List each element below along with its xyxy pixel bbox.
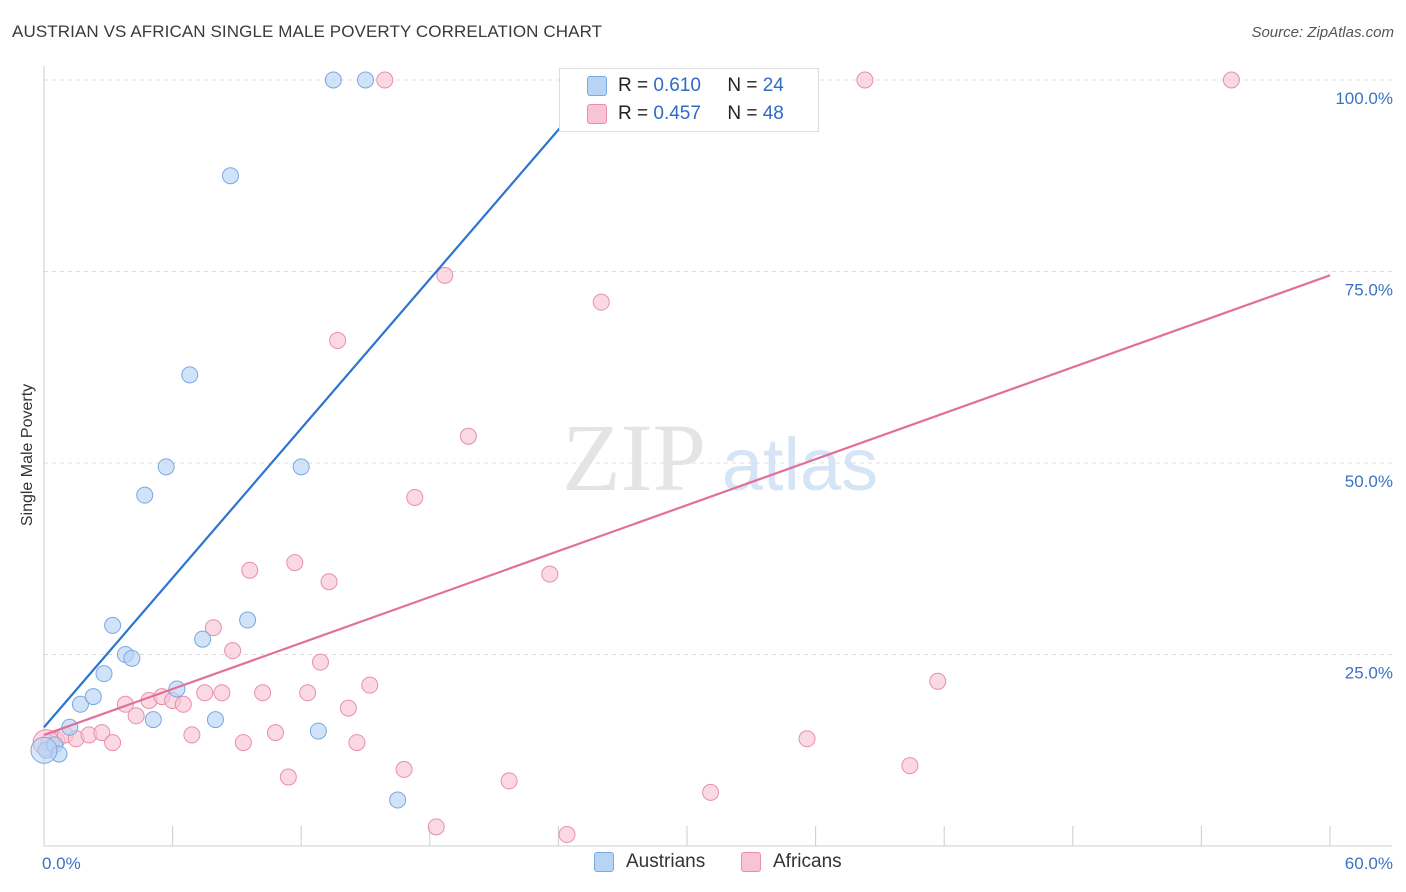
african-point [500,772,518,790]
african-point [339,699,357,717]
x-tick-label-min: 0.0% [42,854,81,873]
africans-n-label: N = [727,103,763,124]
african-point [541,565,559,583]
african-point [406,488,424,506]
african-point [376,71,394,89]
africans-n-value: 48 [762,103,784,124]
african-point [286,554,304,572]
watermark: ZIP atlas [562,404,878,511]
austrians-r-label: R = [618,75,654,96]
african-point [592,293,610,311]
legend-austrians-swatch [594,852,614,872]
legend-africans-label: Africans [773,851,842,872]
legend-austrians-label: Austrians [626,851,706,872]
african-point [183,726,201,744]
axes [43,66,1392,847]
legend-africans-swatch [741,852,761,872]
african-point [241,561,259,579]
austrian-point [292,458,310,476]
austrian-point [324,71,342,89]
african-point [279,768,297,786]
african-point [395,760,413,778]
austrians-swatch [587,76,607,96]
african-point [127,707,145,725]
african-point [901,757,919,775]
trend-lines [43,79,1331,736]
austrian-point [95,665,113,683]
african-point [213,684,231,702]
austrians-n-value: 24 [762,75,784,96]
austrian-point [157,458,175,476]
african-point [311,653,329,671]
austrian-point [104,616,122,634]
austrian-point [357,71,374,89]
y-tick-label: 25.0% [1345,664,1393,683]
austrian-point [221,167,239,185]
africans-r-label: R = [618,103,654,124]
y-tick-label: 75.0% [1345,281,1393,300]
austrian-point [71,695,89,713]
african-point [299,684,317,702]
africans-trend-line [43,274,1331,736]
austrian-point [136,486,154,504]
correlation-legend: R = 0.610 N = 24 R = 0.457 N = 48 [559,68,819,132]
series-africans [32,71,1240,844]
african-point [427,818,445,836]
austrian-point [389,791,407,809]
african-point [266,724,284,742]
austrian-point [144,711,162,729]
african-point [93,724,111,742]
african-point [558,826,576,844]
x-tick-label-max: 60.0% [1345,854,1393,873]
african-point [254,684,272,702]
african-point [929,672,947,690]
african-point [224,642,242,660]
african-point [798,730,816,748]
source-credit: Source: ZipAtlas.com [1251,24,1394,41]
african-point [856,71,874,89]
tick-labels: 25.0% 50.0% 75.0% 100.0% 0.0% 60.0% [42,89,1393,873]
african-point [174,695,192,713]
austrian-point [84,688,102,706]
watermark-zip: ZIP [562,404,706,511]
african-point [1222,71,1240,89]
legend-item-austrians[interactable]: Austrians [594,851,705,873]
africans-swatch [587,104,607,124]
african-point [348,734,366,752]
austrian-point [239,611,257,629]
african-point [436,266,454,284]
african-point [702,783,720,801]
african-point [459,427,477,445]
austrian-cluster-point [30,736,58,764]
austrians-r-value: 0.610 [653,75,701,96]
african-point [234,734,252,752]
africans-r-value: 0.457 [653,103,701,124]
african-point [320,573,338,591]
african-point [104,734,122,752]
y-tick-label: 100.0% [1335,89,1393,108]
chart-title: AUSTRIAN VS AFRICAN SINGLE MALE POVERTY … [12,22,603,41]
series-legend: Austrians Africans [0,851,1406,877]
african-point [204,619,222,637]
austrian-point [194,630,212,648]
african-point [196,684,214,702]
series-austrians [30,71,407,809]
austrian-point [123,649,141,667]
austrians-n-label: N = [727,75,763,96]
y-tick-label: 50.0% [1345,472,1393,491]
african-point [329,331,347,349]
legend-item-africans[interactable]: Africans [741,851,842,873]
legend-row-austrians: R = 0.610 N = 24 [587,74,784,98]
austrian-point [181,366,199,384]
austrian-point [206,711,224,729]
austrians-trend-line [43,79,603,728]
african-point [361,676,379,694]
legend-row-africans: R = 0.457 N = 48 [587,102,784,126]
austrian-point [309,722,327,740]
